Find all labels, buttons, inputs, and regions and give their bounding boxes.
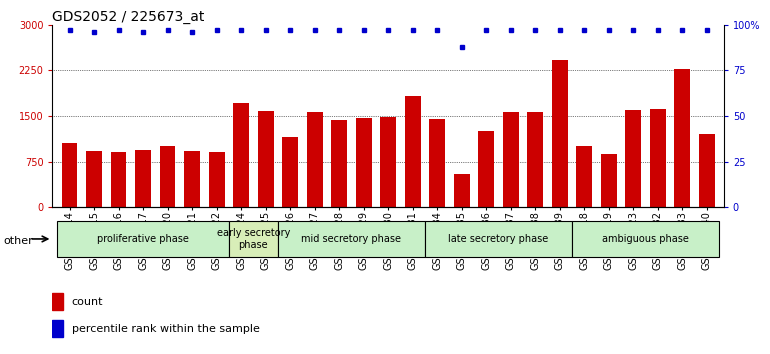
Bar	[527, 112, 543, 207]
Bar	[159, 146, 176, 207]
Text: count: count	[72, 297, 103, 307]
Bar	[601, 154, 617, 207]
Text: GDS2052 / 225673_at: GDS2052 / 225673_at	[52, 10, 205, 24]
Text: mid secretory phase: mid secretory phase	[301, 234, 401, 244]
Bar	[404, 97, 420, 207]
Bar	[625, 110, 641, 207]
Bar	[331, 120, 347, 207]
Bar	[52, 293, 63, 310]
Bar	[503, 112, 518, 207]
Bar	[86, 150, 102, 207]
Bar	[454, 174, 470, 207]
Bar	[356, 118, 372, 207]
Bar	[306, 112, 323, 207]
Bar	[572, 221, 719, 257]
Bar	[229, 221, 278, 257]
Text: proliferative phase: proliferative phase	[97, 234, 189, 244]
Bar	[52, 320, 63, 337]
Bar	[184, 151, 200, 207]
Text: late secretory phase: late secretory phase	[448, 234, 548, 244]
Text: percentile rank within the sample: percentile rank within the sample	[72, 324, 259, 334]
Bar	[429, 119, 445, 207]
Text: early secretory
phase: early secretory phase	[216, 228, 290, 250]
Bar	[650, 109, 665, 207]
Bar	[209, 152, 225, 207]
Bar	[233, 103, 249, 207]
Bar	[62, 143, 78, 207]
Text: ambiguous phase: ambiguous phase	[602, 234, 689, 244]
Bar	[675, 69, 690, 207]
Text: other: other	[4, 236, 34, 246]
Bar	[57, 221, 229, 257]
Bar	[551, 60, 567, 207]
Bar	[135, 150, 151, 207]
Bar	[380, 117, 396, 207]
Bar	[478, 131, 494, 207]
Bar	[278, 221, 425, 257]
Bar	[111, 153, 126, 207]
Bar	[282, 137, 298, 207]
Bar	[576, 146, 592, 207]
Bar	[698, 134, 715, 207]
Bar	[258, 111, 273, 207]
Bar	[425, 221, 572, 257]
